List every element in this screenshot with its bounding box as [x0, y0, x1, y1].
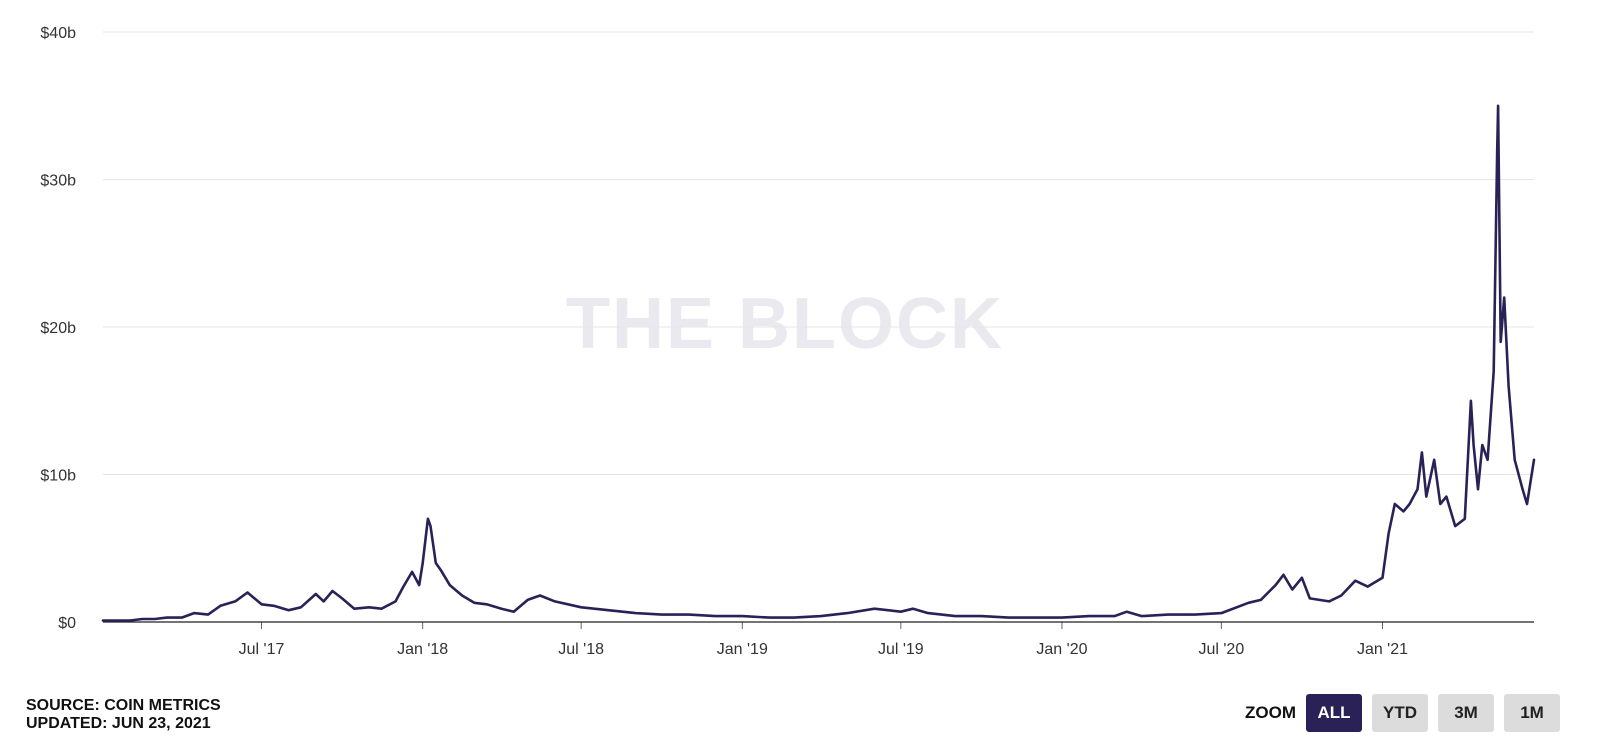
zoom-3m-button[interactable]: 3M [1438, 694, 1494, 732]
y-tick-label: $0 [58, 615, 76, 632]
zoom-1m-button[interactable]: 1M [1504, 694, 1560, 732]
zoom-all-button[interactable]: ALL [1306, 694, 1362, 732]
x-tick-label: Jan '21 [1357, 641, 1408, 658]
x-tick-label: Jan '20 [1036, 641, 1087, 658]
zoom-controls: ZOOM ALL YTD 3M 1M [1245, 694, 1560, 732]
x-tick-label: Jul '18 [558, 641, 604, 658]
source-label: SOURCE: COIN METRICS [26, 697, 221, 714]
x-tick-label: Jul '19 [878, 641, 924, 658]
x-tick-label: Jan '18 [397, 641, 448, 658]
zoom-label: ZOOM [1245, 703, 1296, 722]
x-tick-label: Jul '20 [1198, 641, 1244, 658]
x-tick-label: Jan '19 [717, 641, 768, 658]
y-axis-ticks: $0 $10b $20b $30b $40b [40, 25, 76, 632]
series-line [101, 104, 1536, 622]
y-tick-label: $30b [40, 173, 76, 190]
footer-source-block: SOURCE: COIN METRICS UPDATED: JUN 23, 20… [26, 697, 221, 733]
y-tick-label: $20b [40, 320, 76, 337]
updated-label: UPDATED: JUN 23, 2021 [26, 715, 211, 732]
y-tick-label: $10b [40, 468, 76, 485]
watermark-text: THE BLOCK [566, 284, 1004, 364]
y-tick-label: $40b [40, 25, 76, 42]
x-tick-label: Jul '17 [239, 641, 285, 658]
zoom-ytd-button[interactable]: YTD [1372, 694, 1428, 732]
gridlines [103, 31, 1534, 475]
x-axis-ticks: Jul '17 Jan '18 Jul '18 Jan '19 Jul '19 Jan '… [239, 622, 1408, 658]
